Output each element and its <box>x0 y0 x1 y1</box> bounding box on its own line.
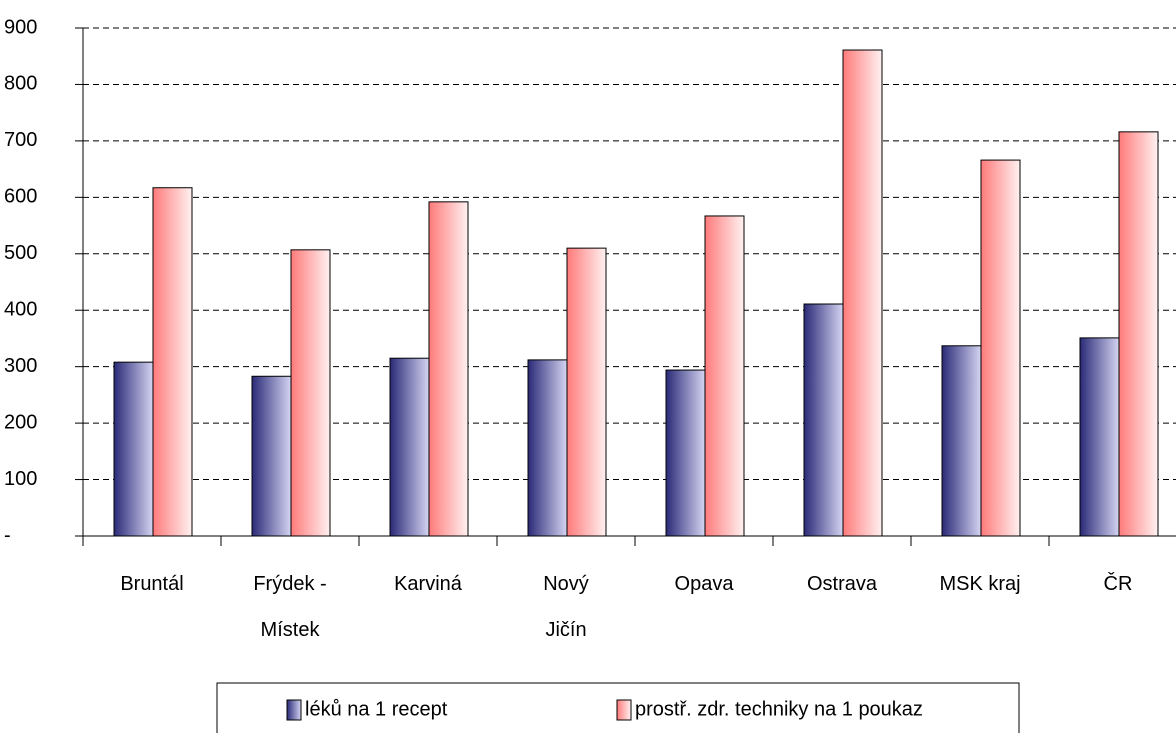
legend-swatch <box>616 699 632 721</box>
x-tick-label: Opava <box>675 573 735 595</box>
y-tick-label: 100 <box>4 468 37 490</box>
x-tick-label: Nový Jičín <box>543 573 589 641</box>
y-tick-label: 300 <box>4 355 37 377</box>
x-tick-label: Bruntál <box>120 573 183 595</box>
bar <box>527 359 568 537</box>
bar <box>704 215 745 537</box>
bar <box>389 357 430 537</box>
y-tick-label: 400 <box>4 299 37 321</box>
bar <box>980 159 1021 537</box>
bar <box>566 247 607 537</box>
y-tick-label: - <box>4 524 11 546</box>
bar <box>842 49 883 537</box>
x-tick-label: Ostrava <box>807 573 878 595</box>
legend-swatch <box>286 699 302 721</box>
bar <box>152 187 193 537</box>
bar <box>1118 131 1159 537</box>
bar <box>803 303 844 537</box>
x-tick-label: Frýdek -Místek <box>253 573 326 641</box>
y-tick-label: 500 <box>4 242 37 264</box>
bar <box>290 249 331 537</box>
x-tick-label: ČR <box>1104 572 1133 595</box>
bar <box>941 345 982 537</box>
y-tick-label: 800 <box>4 73 37 95</box>
y-tick-label: 700 <box>4 129 37 151</box>
bar <box>1079 337 1120 537</box>
x-tick-label: Karviná <box>394 573 463 595</box>
bar <box>251 375 292 537</box>
bar <box>665 369 706 537</box>
y-tick-label: 200 <box>4 411 37 433</box>
bar <box>428 201 469 537</box>
legend-label: prostř. zdr. techniky na 1 poukaz <box>635 698 923 720</box>
y-tick-label: 600 <box>4 186 37 208</box>
legend-label: léků na 1 recept <box>305 698 448 720</box>
y-tick-label: 900 <box>4 16 37 38</box>
bar <box>113 361 154 537</box>
x-tick-label: MSK kraj <box>939 573 1020 595</box>
